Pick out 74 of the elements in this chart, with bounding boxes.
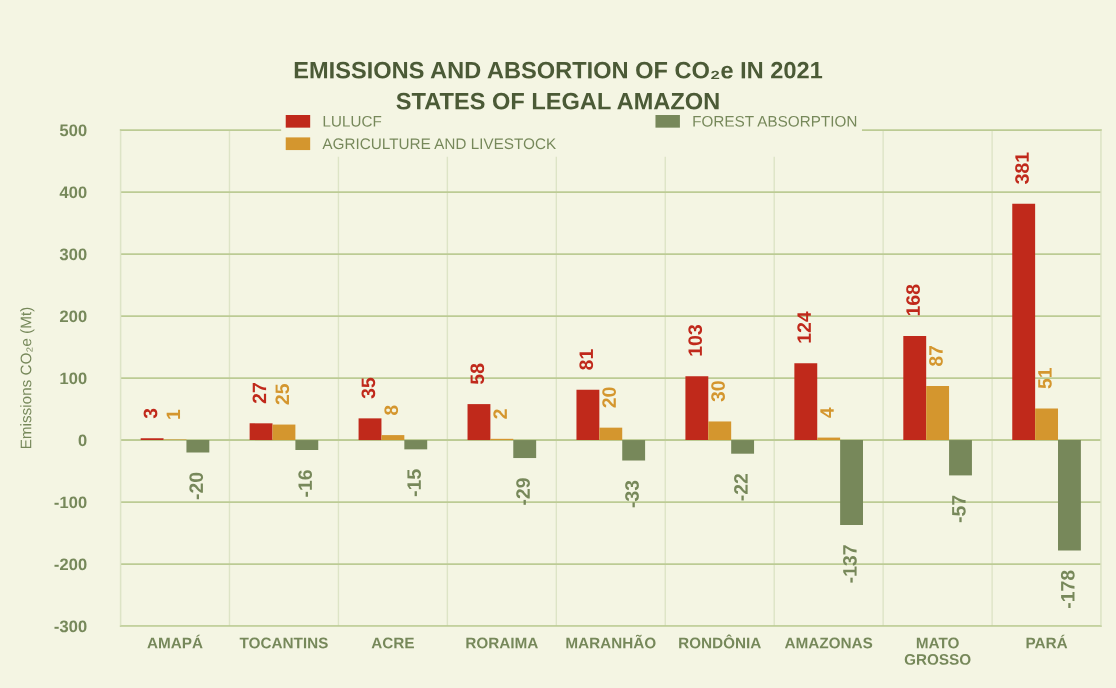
data-label: 20 xyxy=(602,387,617,408)
x-tick-label: PARÁ xyxy=(1026,634,1068,649)
bar xyxy=(685,376,709,441)
x-tick-label: TOCANTINS xyxy=(239,637,328,649)
data-label: -20 xyxy=(189,472,204,500)
x-tick-label: RONDÔNIA xyxy=(679,634,761,649)
bar xyxy=(926,386,950,441)
bar xyxy=(358,418,382,441)
bar xyxy=(381,435,405,441)
data-label: 58 xyxy=(470,363,485,385)
x-tick-label: ACRE xyxy=(371,637,414,649)
bar xyxy=(599,427,623,441)
chart-subtitle: STATES OF LEGAL AMAZON xyxy=(396,92,719,110)
bar xyxy=(949,440,972,476)
y-axis-title: Emissions CO₂e (Mt) xyxy=(20,307,35,449)
data-label: 4 xyxy=(820,407,834,418)
data-label: 2 xyxy=(493,409,507,419)
y-tick-label: -200 xyxy=(54,558,87,571)
y-tick-label: -300 xyxy=(54,620,87,633)
legend-label: AGRICULTURE AND LIVESTOCK xyxy=(322,138,556,150)
bar xyxy=(731,440,755,454)
y-tick-label: 100 xyxy=(60,372,87,385)
legend-label: LULUCF xyxy=(323,115,382,127)
data-label: -178 xyxy=(1060,570,1075,609)
bar xyxy=(272,424,296,441)
data-label: -22 xyxy=(734,473,748,501)
data-label: 103 xyxy=(688,325,703,356)
data-label: -33 xyxy=(625,480,639,508)
y-tick-label: 200 xyxy=(59,310,87,323)
data-label: 35 xyxy=(361,377,376,399)
y-tick-label: 300 xyxy=(59,248,87,261)
bar xyxy=(404,440,428,450)
bar xyxy=(1058,440,1081,551)
data-label: 1 xyxy=(166,409,181,419)
bar xyxy=(840,440,863,526)
y-tick-label: 400 xyxy=(59,186,87,199)
bar xyxy=(794,363,818,441)
data-label: 25 xyxy=(275,384,290,405)
bar xyxy=(708,421,732,441)
data-label: 30 xyxy=(711,381,725,402)
data-label: -15 xyxy=(407,469,421,497)
data-label: 168 xyxy=(906,284,920,316)
x-tick-label: AMAZONAS xyxy=(784,637,873,649)
data-label: -57 xyxy=(952,495,966,523)
data-label: 8 xyxy=(384,405,399,416)
x-tick-label: MARANHÃO xyxy=(566,634,656,649)
bar xyxy=(903,335,927,441)
data-label: 3 xyxy=(143,408,158,419)
bar xyxy=(467,404,491,441)
legend-label: FOREST ABSORPTION xyxy=(693,115,857,127)
data-label: 81 xyxy=(579,349,594,370)
x-tick-label: RORAIMA xyxy=(466,637,538,649)
bar xyxy=(295,440,319,450)
y-tick-label: -100 xyxy=(54,496,87,509)
y-tick-label: 500 xyxy=(59,124,87,137)
data-label: 87 xyxy=(929,345,943,367)
bar xyxy=(576,389,600,441)
bar xyxy=(186,440,210,453)
data-label: -16 xyxy=(298,470,313,497)
x-tick-label: AMAPÁ xyxy=(147,634,203,649)
bar xyxy=(249,423,273,441)
data-label: 27 xyxy=(252,383,267,404)
x-tick-label: MATO GROSSO xyxy=(904,637,971,665)
data-label: 124 xyxy=(797,311,811,343)
data-label: 381 xyxy=(1015,152,1029,184)
data-label: 51 xyxy=(1038,367,1052,389)
bar xyxy=(1035,408,1059,441)
bar xyxy=(513,440,537,459)
bar xyxy=(1012,203,1036,441)
data-label: -29 xyxy=(516,478,530,505)
y-tick-label: 0 xyxy=(78,434,87,447)
bar xyxy=(622,440,646,461)
data-label: -137 xyxy=(843,545,857,583)
chart-title: EMISSIONS AND ABSORTION OF CO₂e IN 2021 xyxy=(294,61,823,80)
